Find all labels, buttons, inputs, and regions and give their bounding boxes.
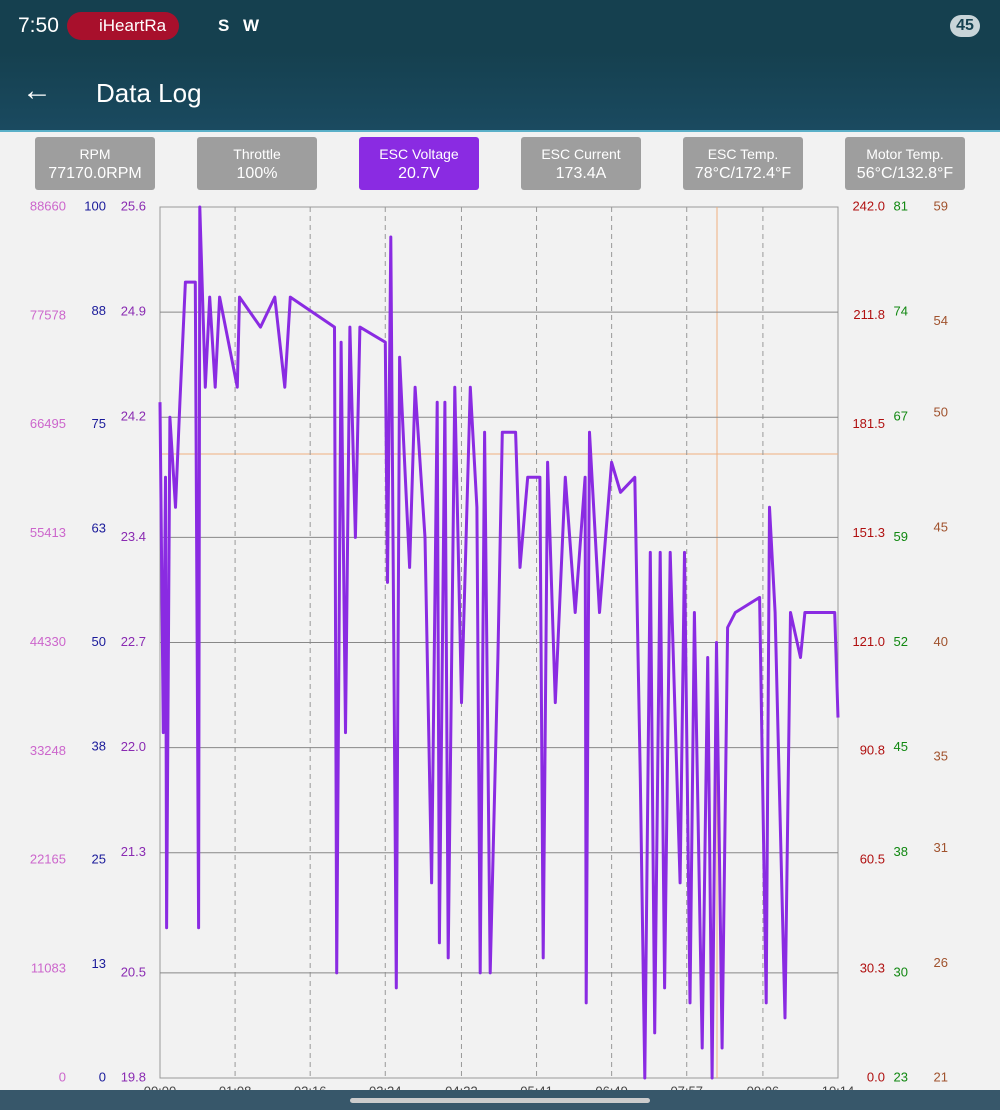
y-tick-label: 211.8 (853, 307, 885, 322)
y-tick-label: 121.0 (852, 634, 885, 649)
y-tick-label: 23 (894, 1069, 908, 1084)
status-icon: S (218, 16, 230, 35)
y-tick-label: 21 (934, 1069, 948, 1084)
y-tick-label: 54 (934, 313, 948, 328)
tab-value: 100% (236, 165, 278, 182)
y-tick-label: 24.9 (121, 304, 146, 319)
app-bar: ← Data Log (0, 52, 1000, 132)
y-tick-label: 31 (934, 840, 948, 855)
y-tick-label: 50 (934, 405, 948, 420)
tab-value: 78°C/172.4°F (694, 165, 792, 182)
y-tick-label: 151.3 (852, 525, 885, 540)
y-tick-label: 22.7 (121, 634, 146, 649)
y-tick-label: 44330 (30, 634, 66, 649)
tab[interactable]: Motor Temp. 56°C/132.8°F (845, 137, 965, 190)
data-line (158, 205, 840, 1080)
y-tick-label: 23.4 (121, 529, 146, 544)
y-tick-label: 60.5 (860, 852, 885, 867)
tab-label: ESC Temp. (707, 146, 779, 162)
page-title: Data Log (96, 78, 202, 108)
y-tick-label: 26 (934, 955, 948, 970)
app-name: iHeartRa (99, 16, 167, 35)
y-tick-label: 181.5 (852, 416, 885, 431)
y-tick-label: 22165 (30, 852, 66, 867)
y-tick-label: 59 (894, 529, 908, 544)
y-tick-label: 38 (894, 844, 908, 859)
y-tick-label: 63 (92, 521, 106, 536)
tab[interactable]: ESC Current 173.4A (521, 137, 641, 190)
y-tick-label: 22.0 (121, 739, 146, 754)
y-tick-label: 77578 (30, 307, 66, 322)
y-tick-label: 20.5 (121, 964, 146, 979)
tab[interactable]: RPM 77170.0RPM (35, 137, 155, 190)
battery: 45 (950, 15, 980, 37)
y-tick-label: 11083 (31, 961, 66, 976)
tab[interactable]: Throttle 100% (197, 137, 317, 190)
y-tick-label: 30 (894, 964, 908, 979)
y-tick-label: 0.0 (867, 1069, 885, 1084)
y-tick-label: 19.8 (121, 1069, 146, 1084)
y-tick-label: 24.2 (121, 409, 146, 424)
y-tick-label: 55413 (30, 525, 66, 540)
y-tick-label: 38 (92, 738, 106, 753)
tab-value: 20.7V (398, 165, 440, 182)
tab-label: Motor Temp. (866, 146, 944, 162)
y-tick-label: 74 (894, 304, 908, 319)
y-tick-label: 25 (92, 852, 106, 867)
status-icon: W (243, 16, 260, 35)
tab-label: ESC Voltage (379, 146, 459, 162)
tab-label: RPM (79, 146, 111, 162)
y-tick-label: 242.0 (852, 198, 885, 213)
y-tick-label: 88 (92, 303, 106, 318)
status-bar: 7:50 iHeartRa S W 45 (0, 0, 1000, 52)
y-tick-label: 90.8 (860, 743, 885, 758)
y-tick-label: 33248 (30, 743, 66, 758)
y-tick-label: 67 (894, 409, 908, 424)
y-tick-label: 35 (934, 749, 948, 764)
y-tick-label: 59 (934, 198, 948, 213)
y-tick-label: 100 (84, 198, 106, 213)
tab-value: 77170.0RPM (48, 165, 142, 182)
y-tick-label: 0 (59, 1069, 66, 1084)
y-tick-label: 88660 (30, 198, 66, 213)
nav-bar (0, 1090, 1000, 1110)
app-pill[interactable] (67, 12, 179, 40)
y-tick-label: 13 (92, 956, 106, 971)
home-indicator[interactable] (350, 1098, 650, 1103)
y-tick-label: 52 (894, 634, 908, 649)
y-tick-label: 66495 (30, 416, 66, 431)
tab[interactable]: ESC Temp. 78°C/172.4°F (683, 137, 803, 190)
y-tick-label: 45 (934, 519, 948, 534)
tab[interactable]: ESC Voltage 20.7V (359, 137, 479, 190)
tab-label: ESC Current (541, 146, 621, 162)
y-tick-label: 25.6 (121, 198, 146, 213)
y-tick-label: 40 (934, 634, 948, 649)
y-tick-label: 21.3 (121, 844, 146, 859)
y-tick-label: 81 (894, 198, 908, 213)
tab-label: Throttle (233, 146, 281, 162)
back-button[interactable]: ← (22, 74, 52, 107)
tab-value: 173.4A (555, 165, 607, 182)
y-tick-label: 0 (99, 1069, 106, 1084)
y-tick-label: 75 (92, 416, 106, 431)
y-tick-label: 30.3 (860, 960, 885, 975)
time: 7:50 (18, 14, 59, 37)
tab-value: 56°C/132.8°F (856, 165, 954, 182)
y-tick-label: 50 (92, 634, 106, 649)
y-tick-label: 45 (894, 739, 908, 754)
